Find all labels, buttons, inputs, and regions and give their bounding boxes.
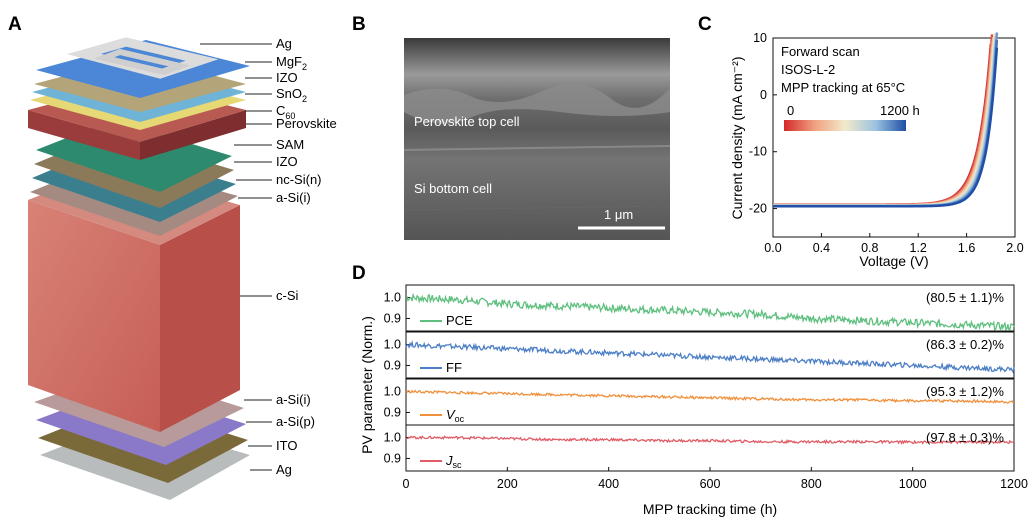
jv-y-tick-label: 10: [753, 31, 767, 45]
stability-x-tick-label: 400: [598, 477, 619, 491]
jv-curve-plot: 0.0 0.4 0.8 1.2 1.6 2.0 -20 -10 0 10 Voltage (V)…: [729, 31, 1024, 269]
legend-line-forward-scan: Forward scan: [781, 44, 860, 59]
stability-trace: [405, 292, 1015, 332]
stability-y-tick-label: 0.9: [384, 358, 401, 372]
panel-c-letter: C: [698, 14, 712, 35]
jv-y-axis-title: Current density (mA cm⁻²): [729, 57, 745, 220]
stability-y-axis-title: PV parameter (Norm.): [359, 316, 375, 454]
layer-label: a-Si(i): [276, 190, 311, 205]
layer-label: Ag: [276, 36, 292, 51]
jv-x-axis-ticks: 0.0 0.4 0.8 1.2 1.6 2.0: [764, 233, 1024, 255]
perovskite-top-cell-label: Perovskite top cell: [414, 114, 520, 129]
texture-line: [403, 205, 671, 211]
c-si-front-face: [28, 200, 160, 432]
stability-legend-label: PCE: [446, 313, 473, 328]
stability-y-tick-label: 1.0: [384, 431, 401, 445]
legend-line-mpp: MPP tracking at 65°C: [781, 80, 905, 95]
c-si-side-face: [160, 205, 240, 432]
stability-trace: [405, 340, 1015, 374]
stability-retention-value: (97.8 ± 0.3)%: [926, 430, 1004, 445]
stability-y-tick-label: 1.0: [384, 385, 401, 399]
jv-y-tick-label: -20: [749, 202, 767, 216]
ag-grid-inner: [93, 48, 191, 76]
layer-label: SAM: [276, 137, 304, 152]
stability-retention-value: (95.3 ± 1.2)%: [926, 384, 1004, 399]
panel-b-letter: B: [352, 14, 366, 35]
layer-label: nc-Si(n): [276, 172, 322, 187]
stability-x-tick-label: 800: [801, 477, 822, 491]
jv-curve: [773, 33, 996, 207]
jv-plot-frame: [772, 37, 1016, 238]
panel-d-letter: D: [352, 263, 366, 284]
jv-curve: [773, 34, 994, 206]
layer-label-list: AgMgF2IZOSnO2C60PerovskiteSAMIZOnc-Si(n)…: [200, 36, 337, 477]
layer-label: Perovskite: [276, 116, 337, 131]
stability-x-axis-ticks: 0 200 400 600 800 1000 1200: [403, 467, 1028, 491]
stability-row-frame: [405, 284, 1015, 332]
jv-x-tick-label: 0.8: [861, 241, 878, 255]
jv-x-tick-label: 0.0: [764, 241, 781, 255]
layer-label: a-Si(p): [276, 414, 315, 429]
layer-label: Ag: [276, 462, 292, 477]
stability-y-tick-label: 0.9: [384, 405, 401, 419]
stability-retention-value: (86.3 ± 0.2)%: [926, 337, 1004, 352]
jv-x-tick-label: 0.4: [813, 241, 830, 255]
stability-legend-label: Jsc: [445, 453, 462, 470]
stability-x-tick-label: 200: [497, 477, 518, 491]
stability-trace: [405, 435, 1015, 445]
interface-line: [403, 145, 671, 151]
perovskite-side: [140, 110, 246, 160]
jv-x-tick-label: 1.6: [958, 241, 975, 255]
layer-label: MgF2: [276, 54, 307, 72]
stability-retention-value: (80.5 ± 1.1)%: [926, 290, 1004, 305]
jv-y-axis-ticks: -20 -10 0 10: [749, 31, 777, 216]
panel-a-letter: A: [8, 14, 22, 35]
stability-row-frame: [405, 378, 1015, 426]
stability-y-tick-label: 0.9: [384, 311, 401, 325]
jv-y-tick-label: 0: [760, 88, 767, 102]
stability-row-frame: [405, 424, 1015, 472]
jv-x-axis-title: Voltage (V): [859, 253, 928, 269]
layer-label: IZO: [276, 70, 298, 85]
jv-x-tick-label: 1.2: [910, 241, 927, 255]
colorbar: [784, 120, 906, 131]
stability-legend-label: Voc: [446, 407, 465, 424]
si-bottom-cell-label: Si bottom cell: [414, 181, 492, 196]
legend-line-isos: ISOS-L-2: [781, 62, 835, 77]
stability-x-tick-label: 1200: [1000, 477, 1028, 491]
jv-curve: [773, 47, 999, 208]
stability-y-tick-label: 0.9: [384, 451, 401, 465]
jv-y-tick-label: -10: [749, 145, 767, 159]
jv-x-tick-label: 2.0: [1006, 241, 1023, 255]
stability-x-tick-label: 1000: [899, 477, 927, 491]
stability-x-axis-title: MPP tracking time (h): [643, 501, 777, 517]
stability-legend-label: FF: [446, 360, 462, 375]
stability-plot: 1.0 0.9 PCE (80.5 ± 1.1)% 1.0 0.9 FF (86.3 ± 0.…: [359, 284, 1028, 517]
colorbar-max-label: 1200 h: [880, 103, 920, 118]
perovskite-front: [28, 110, 140, 160]
device-stack-illustration: [28, 37, 250, 500]
stability-x-tick-label: 600: [700, 477, 721, 491]
stability-y-tick-label: 1.0: [384, 291, 401, 305]
stability-x-tick-label: 0: [403, 477, 410, 491]
jv-curve-group: [773, 32, 999, 208]
sem-image: Perovskite top cell Si bottom cell 1 μm: [403, 38, 671, 240]
scale-bar-label: 1 μm: [604, 207, 633, 222]
perovskite-grain-band: [404, 84, 670, 124]
colorbar-min-label: 0: [787, 103, 794, 118]
layer-label: IZO: [276, 154, 298, 169]
stability-trace: [405, 389, 1015, 404]
layer-label: a-Si(i): [276, 392, 311, 407]
stability-row-frame: [405, 331, 1015, 379]
stability-y-tick-label: 1.0: [384, 338, 401, 352]
stability-rows: 1.0 0.9 PCE (80.5 ± 1.1)% 1.0 0.9 FF (86.3 ± 0.…: [384, 284, 1015, 472]
layer-label: ITO: [276, 438, 297, 453]
layer-label: SnO2: [276, 86, 307, 104]
layer-label: c-Si: [276, 288, 299, 303]
